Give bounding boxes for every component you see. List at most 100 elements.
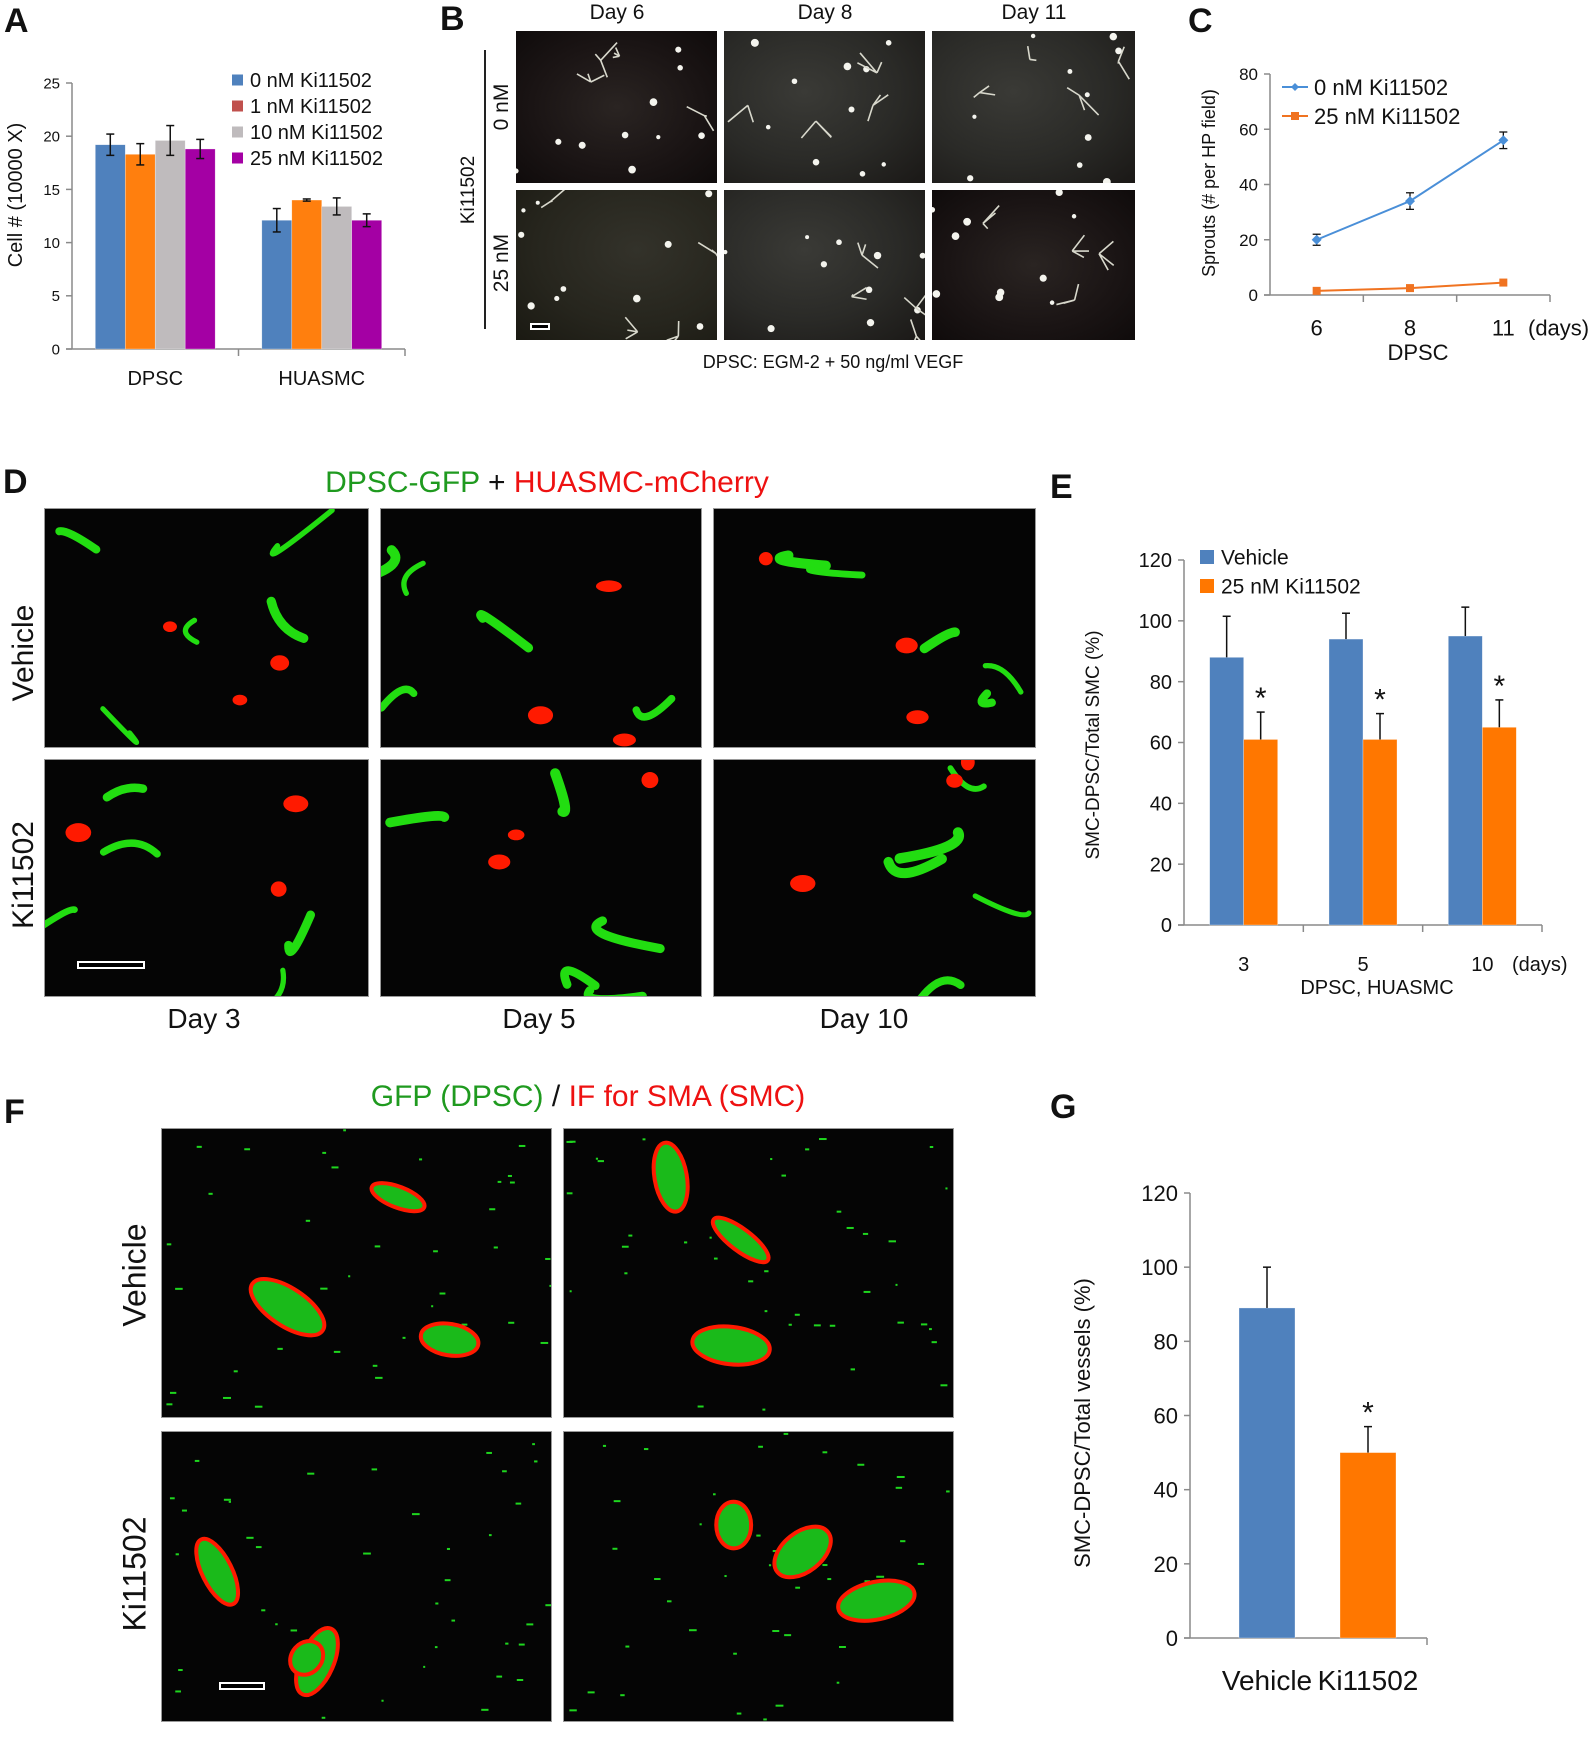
gfp-speck [515,1502,522,1505]
gfp-speck [813,1324,821,1327]
gfp-speck [461,1323,468,1326]
gfp-speck [946,1490,950,1493]
gfp-cell [284,910,316,956]
cell-dot [698,132,705,139]
chart-E-legend-swatch [1200,579,1214,593]
chart-A-legend-swatch [232,100,243,112]
gfp-speck [451,1619,456,1622]
gfp-speck [261,1609,266,1612]
panel-f-title: GFP (DPSC) / IF for SMA (SMC) [371,1080,806,1114]
cell-dot [972,114,977,119]
gfp-cell [560,966,600,990]
chart-E-significance-marker: * [1493,670,1505,703]
vessel [710,1215,771,1265]
chart-E-y-tick-label: 80 [1150,672,1172,694]
gfp-speck [822,1451,828,1454]
chart-C-y-tick-label: 40 [1239,176,1258,195]
cell-dot [1067,69,1073,74]
micrograph-b-25nm-day11 [932,190,1135,340]
chart-C-legend-marker [1291,83,1299,91]
gfp-speck [822,1564,828,1567]
cell-dot [521,208,526,213]
chart-G-significance-marker: * [1362,1397,1374,1430]
gfp-speck [244,1148,251,1151]
mcherry-cell [906,710,929,725]
chart-E-significance-marker: * [1374,684,1386,717]
gfp-cell [381,685,418,712]
gfp-cell [947,765,987,792]
cell-dot [724,249,728,255]
mcherry-cell [270,881,287,897]
column-label-day10: Day 10 [819,1003,909,1034]
gfp-speck [434,1646,438,1649]
gfp-speck [331,1166,339,1169]
gfp-speck [169,1497,175,1500]
gfp-cell [182,617,200,645]
gfp-speck [333,1350,341,1353]
title-if-sma: IF for SMA (SMC) [568,1080,806,1113]
chart-G-y-axis-label: SMC-DPSC/Total vessels (%) [1070,1278,1095,1568]
cell-dot [859,171,866,177]
gfp-speck [794,1313,800,1316]
gfp-speck [223,1498,231,1501]
mcherry-cell [895,637,918,654]
chart-E-x-axis-label: DPSC, HUASMC [1300,977,1453,999]
cell-dot [881,162,886,167]
sprout [624,316,639,340]
cell-dot [873,251,882,260]
chart-C-x-axis-label: DPSC [1387,340,1448,365]
gfp-speck [320,1287,328,1290]
section-f-ki11502-1 [161,1431,552,1722]
gfp-speck [175,1287,183,1290]
sprout [686,105,715,132]
chart-C-point [1406,284,1414,293]
gfp-speck [684,1241,688,1244]
mcherry-cell [270,655,290,671]
chart-E-legend-label: 25 nM Ki11502 [1221,576,1361,599]
gfp-speck [277,1347,283,1350]
gfp-cell [977,689,996,708]
cell-dot [518,231,525,238]
mcherry-cell [488,854,511,870]
panel-d-title: DPSC-GFP + HUASMC-mCherry [325,466,769,500]
sprout [594,41,618,78]
cell-dot [820,261,828,268]
gfp-speck [322,1151,327,1154]
sprout [909,319,921,340]
gfp-speck [178,1669,183,1672]
gfp-speck [929,1146,934,1149]
chart-A-bar [321,206,353,350]
chart-E-y-tick-label: 100 [1139,611,1172,633]
gfp-speck [709,1236,712,1239]
gfp-speck [862,1232,869,1235]
gfp-speck [532,1443,535,1446]
fluorescence-d-vehicle-day5 [380,508,702,748]
gfp-speck [489,1208,496,1211]
sprout [867,94,889,122]
chart-A-legend-label: 1 nM Ki11502 [250,96,372,118]
cell-dot [1076,162,1083,168]
gfp-speck [431,1305,434,1308]
gfp-cell [982,663,1024,695]
chart-E-x-tick-label: 10 [1471,954,1493,976]
cell-dot [1084,92,1090,98]
gfp-cell [919,627,960,654]
gfp-speck [540,1341,549,1344]
cell-dot [919,252,925,259]
gfp-speck [643,1448,649,1451]
gfp-cell [632,694,676,721]
cell-dot [995,293,1004,302]
gfp-speck [566,1192,573,1195]
gfp-speck [166,1243,172,1246]
gfp-speck [518,1144,526,1147]
gfp-speck [411,1513,420,1516]
sprout [857,52,883,74]
gfp-speck [920,1323,928,1326]
chart-G-y-tick-label: 40 [1154,1478,1178,1503]
sprout [666,321,680,340]
gfp-cell [917,976,965,996]
gfp-speck [612,1547,618,1550]
gfp-speck [654,1578,661,1581]
gfp-cell [269,509,335,557]
gfp-speck [621,1245,629,1248]
